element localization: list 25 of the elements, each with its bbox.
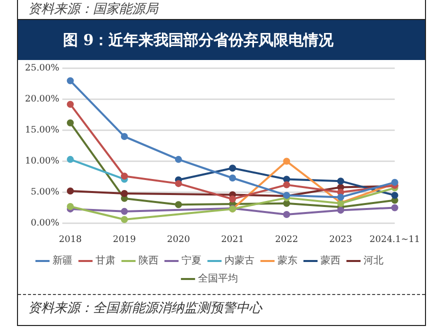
y-tick-label: 0.00%: [30, 218, 60, 229]
y-tick-label: 5.00%: [30, 188, 60, 198]
legend-label: 新疆: [52, 254, 72, 267]
legend-label: 河北: [364, 254, 384, 267]
y-tick-label: 20.00%: [24, 94, 60, 105]
y-tick-label: 15.00%: [24, 126, 60, 136]
y-tick-label: 25.00%: [24, 64, 60, 74]
legend-label: 甘肃: [96, 254, 116, 267]
x-tick-label: 2018: [58, 234, 82, 245]
legend-label: 陕西: [138, 254, 158, 267]
legend-label: 内蒙古: [224, 254, 254, 267]
x-tick-label: 2020: [167, 234, 190, 245]
text: 资料来源：全国新能源消纳监测预警中心: [18, 294, 425, 323]
legend-label: 蒙西: [320, 254, 340, 267]
text: 资料来源：国家能源局: [18, 0, 425, 20]
x-tick-label: 2019: [112, 234, 136, 245]
legend-label: 蒙东: [278, 254, 298, 267]
chart-title: 图 9：近年来我国部分省份弃风限电情况: [18, 20, 425, 60]
legend-label: 全国平均: [198, 272, 238, 285]
x-tick-label: 2024.1~11: [370, 234, 420, 245]
legend-label: 宁夏: [182, 254, 202, 267]
y-tick-label: 10.00%: [24, 156, 60, 167]
x-tick-label: 2023: [329, 234, 352, 245]
x-tick-label: 2021: [221, 234, 244, 245]
x-tick-label: 2022: [275, 234, 298, 245]
